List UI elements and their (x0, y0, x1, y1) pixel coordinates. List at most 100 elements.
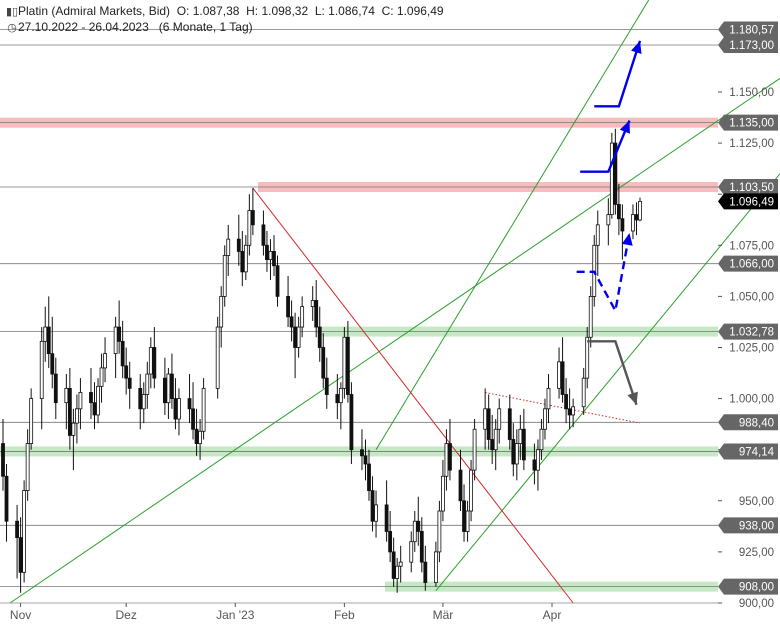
candle-body (78, 392, 83, 410)
candle-body (314, 300, 319, 328)
arrow-scenario-pullback (576, 232, 631, 315)
candle-body (560, 361, 565, 395)
price-tag-bg (718, 578, 778, 595)
candle-body (567, 408, 572, 416)
price-tag: 1.103,50 (718, 179, 778, 196)
candle-body (4, 475, 9, 522)
price-tag-label: 974,14 (739, 446, 775, 458)
candle-body (39, 340, 44, 399)
candle-body (293, 326, 298, 348)
candle-body (374, 504, 378, 522)
chart-header-period: ◷27.10.2022 - 26.04.2023 (6 Monate, 1 Ta… (6, 20, 253, 34)
y-tick-label: 950,00 (739, 496, 774, 508)
candle-body (437, 510, 442, 553)
candle-body (536, 449, 540, 471)
price-tag: 1.066,00 (718, 255, 778, 272)
candle-body (166, 373, 171, 404)
price-tag-label: 1.066,00 (729, 259, 774, 271)
candle-body (113, 326, 118, 355)
y-tick-label: 1.150,00 (729, 87, 774, 99)
price-tag-bg (718, 323, 778, 340)
candle-body (419, 531, 424, 563)
candle-body (634, 214, 639, 221)
close-value: C: 1.096,49 (381, 4, 444, 18)
candle-body (581, 377, 586, 408)
candlestick-icon: ▮▯ (6, 6, 19, 18)
candle-body (585, 336, 590, 379)
candle-body (15, 520, 19, 538)
candle-body (370, 490, 375, 522)
period-label: (6 Monate, 1 Tag) (158, 20, 253, 34)
candle-body (638, 200, 642, 221)
candle-body (571, 406, 576, 416)
candle-body (219, 295, 224, 328)
arrow-scenario-up-1 (580, 120, 631, 173)
candle-body (588, 295, 593, 338)
candle-body (462, 500, 466, 532)
candle-body (388, 531, 393, 553)
candle-body (497, 408, 502, 430)
price-tag-bg (718, 443, 778, 460)
candle-body (465, 510, 470, 532)
candle-body (275, 265, 280, 297)
candle-body (173, 398, 178, 420)
price-tag-bg (718, 517, 778, 534)
candle-body (631, 214, 635, 232)
price-tag: 974,14 (718, 443, 778, 460)
candle-body (215, 326, 220, 389)
price-tag-label: 1.173,00 (729, 40, 774, 52)
candle-body (177, 398, 181, 420)
candle-body (514, 443, 519, 465)
candle-body (391, 551, 396, 579)
price-tag: 1.173,00 (718, 36, 778, 53)
candle-body (29, 398, 34, 444)
candle-body (507, 408, 512, 440)
candle-body (335, 394, 340, 404)
price-tag-bg (718, 21, 778, 38)
candle-body (564, 394, 568, 410)
candle-body (613, 142, 618, 205)
candle-body (1, 443, 5, 477)
clock-icon: ◷ (7, 22, 17, 34)
candle-body (138, 387, 143, 410)
candle-body (342, 336, 347, 389)
y-tick-label: 1.025,00 (729, 342, 774, 354)
trendline-extension (639, 0, 650, 15)
candle-body (194, 428, 199, 444)
candle-body (272, 251, 276, 267)
candle-body (162, 377, 167, 404)
price-tag-label: 908,00 (739, 582, 774, 594)
open-value: O: 1.087,38 (176, 4, 240, 18)
price-tag: 908,00 (718, 578, 778, 595)
candle-body (226, 238, 231, 256)
candle-body (444, 443, 449, 477)
price-tag: 1.096,49 (718, 193, 778, 210)
candle-body (75, 408, 79, 424)
candle-body (360, 449, 364, 457)
candle-body (289, 316, 294, 328)
candle-body (398, 561, 403, 567)
candle-body (521, 428, 526, 461)
candle-body (310, 300, 315, 308)
candle-body (345, 336, 350, 395)
candle-body (67, 387, 72, 436)
price-tag: 1.032,78 (718, 323, 778, 340)
x-tick-label: Nov (10, 608, 31, 622)
price-tag-bg (718, 114, 778, 131)
x-tick-label: Jan '23 (216, 608, 255, 622)
candle-body (201, 387, 206, 432)
candle-body (595, 224, 600, 246)
arrow-scenario-up-2 (594, 40, 642, 108)
price-tag-bg (718, 179, 778, 196)
x-tick-label: Feb (334, 608, 355, 622)
price-tag: 1.135,00 (718, 114, 778, 131)
instrument-name: Platin (Admiral Markets, Bid) (18, 4, 171, 18)
candle-body (606, 214, 611, 226)
price-tag: 1.180,57 (718, 21, 778, 38)
trendline-channel-middle (375, 14, 641, 450)
candle-body (441, 475, 445, 512)
candle-body (423, 561, 428, 583)
arrow-scenario-down (587, 340, 638, 406)
candle-body (511, 439, 516, 465)
